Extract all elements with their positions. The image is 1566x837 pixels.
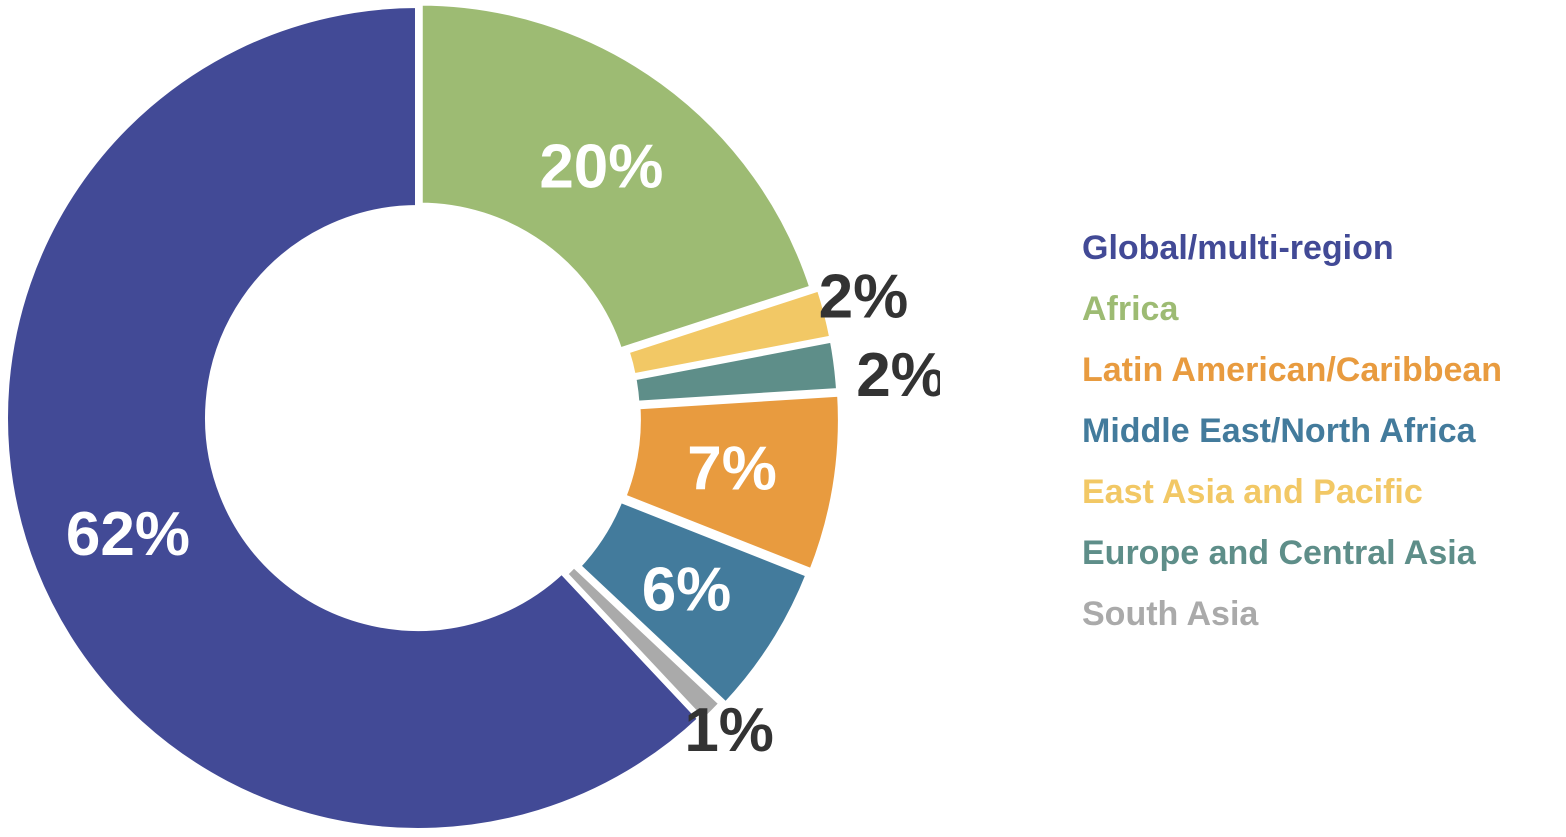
legend-item-africa: Africa (1082, 290, 1179, 328)
legend-item-europe-and-central-asia: Europe and Central Asia (1082, 534, 1476, 572)
legend-item-global-multi-region: Global/multi-region (1082, 229, 1394, 267)
legend-item-latin-american-caribbean: Latin American/Caribbean (1082, 351, 1503, 389)
slice-label-east-asia-and-pacific: 2% (819, 262, 909, 331)
slice-label-south-asia: 1% (684, 696, 774, 765)
slice-label-latin-american-caribbean: 7% (687, 435, 777, 504)
slice-global-multi-region (2, 1, 705, 834)
slice-label-africa: 20% (539, 133, 663, 202)
slice-middle-east-north-africa (573, 495, 813, 710)
legend-item-east-asia-and-pacific: East Asia and Pacific (1082, 473, 1423, 511)
slice-label-europe-and-central-asia: 2% (856, 341, 940, 410)
slice-africa (416, 0, 817, 355)
slice-latin-american-caribbean (619, 390, 844, 576)
slice-south-asia (560, 560, 727, 727)
legend-item-south-asia: South Asia (1082, 595, 1259, 633)
legend-item-middle-east-north-africa: Middle East/North Africa (1082, 412, 1476, 450)
slice-label-middle-east-north-africa: 6% (642, 555, 732, 624)
slice-label-global-multi-region: 62% (66, 500, 190, 569)
donut-chart: 62% 20% 2% 2% 7% 6% 1% (2, 0, 940, 834)
chart-legend: Global/multi-region Africa Latin American/… (1082, 228, 1502, 655)
